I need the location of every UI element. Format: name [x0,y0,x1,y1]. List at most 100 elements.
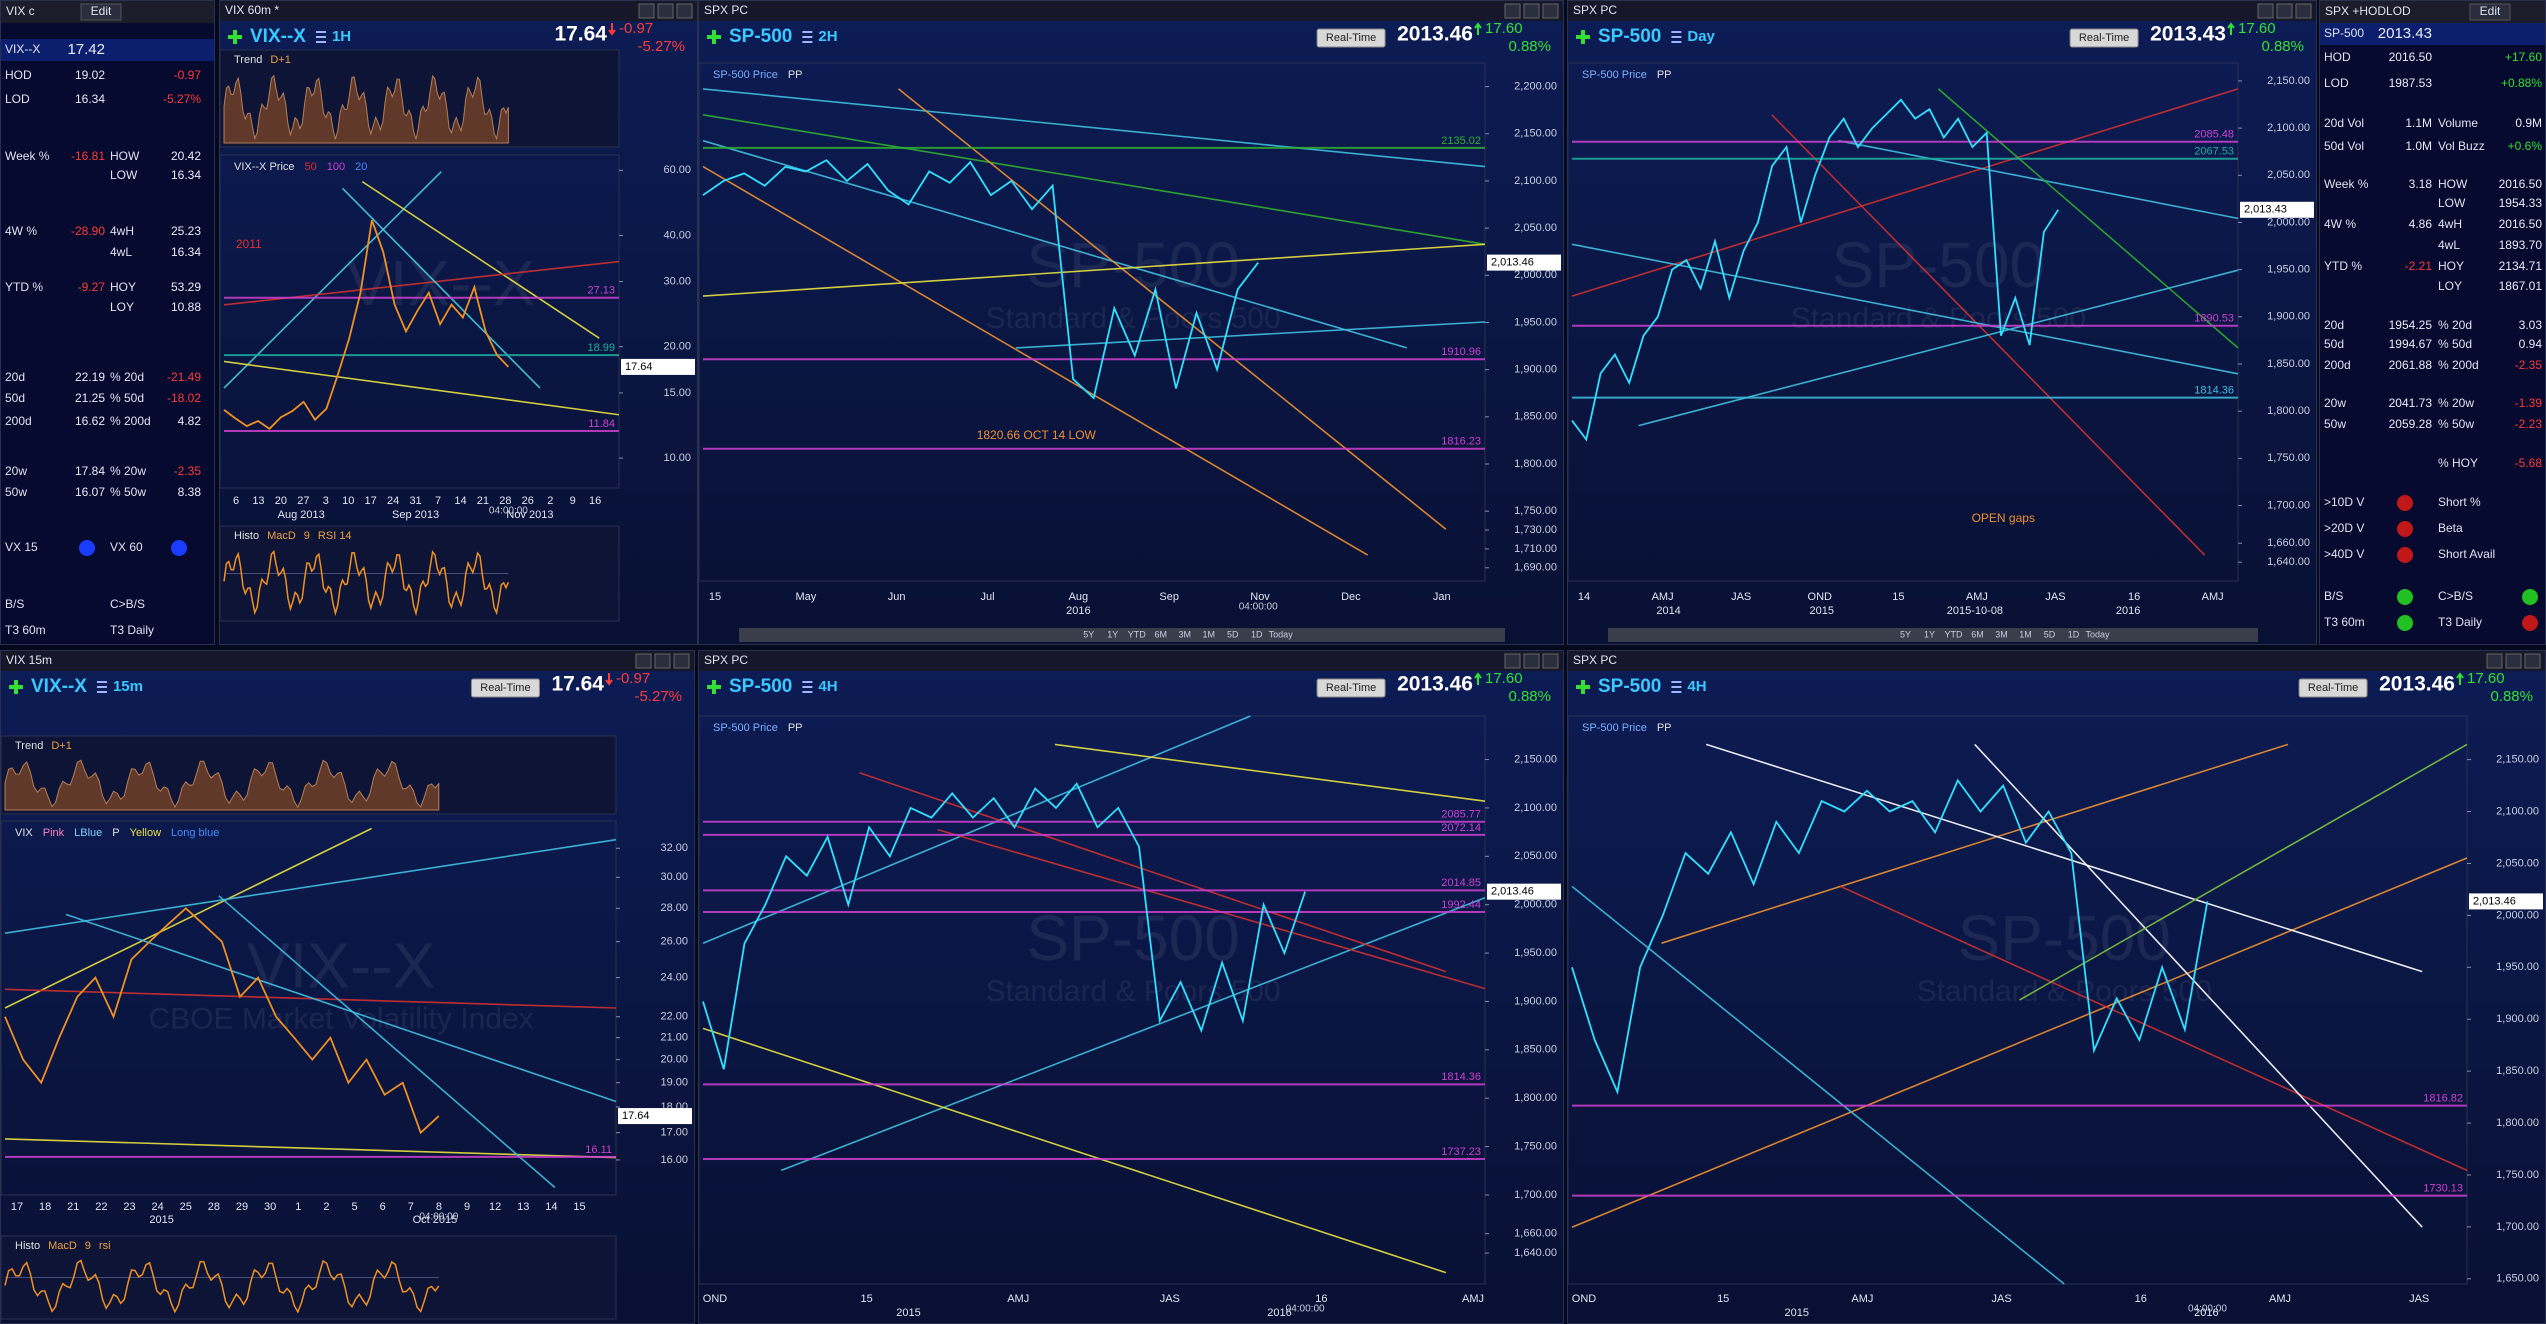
window-button[interactable] [2524,653,2541,669]
realtime-label[interactable]: Real-Time [2308,682,2358,694]
edit-button[interactable] [2469,3,2511,21]
range-button[interactable]: 1Y [1107,629,1118,639]
x-tick-label: 17 [11,1201,23,1213]
symbol[interactable]: SP-500 [729,26,792,47]
range-button[interactable]: YTD [1945,629,1964,639]
row-value: 20.42 [171,149,201,163]
range-button[interactable]: 1Y [1924,629,1935,639]
realtime-label[interactable]: Real-Time [1326,32,1376,44]
window-button[interactable] [657,3,674,19]
range-button[interactable]: 1M [2019,629,2032,639]
window-button[interactable] [2486,653,2503,669]
trend-line [702,1027,1447,1274]
window-button[interactable] [1542,653,1559,669]
range-button[interactable]: 5D [1227,629,1239,639]
symbol[interactable]: VIX--X [250,26,306,47]
window-button[interactable] [1542,3,1559,19]
symbol[interactable]: VIX--X [31,676,87,697]
range-button[interactable]: 1D [2068,629,2080,639]
edit-button[interactable] [80,3,122,21]
price-line [702,782,1306,1070]
window-button[interactable] [1523,653,1540,669]
y-tick-label: 1,750.00 [1514,505,1557,517]
realtime-label[interactable]: Real-Time [480,682,530,694]
range-button[interactable]: 6M [1154,629,1167,639]
range-button[interactable]: Today [1269,629,1294,639]
chart-panel-canvas: SPX PC SP-500 2H 2013.46 17.600.88% Real-Time… [699,1,1563,642]
window-button[interactable] [635,653,652,669]
window-title: SPX PC [704,3,748,17]
row-label: 50w [2324,417,2346,431]
realtime-button[interactable] [1316,678,1386,698]
window-button[interactable] [2295,3,2312,19]
edit-label[interactable]: Edit [2480,4,2501,18]
range-button[interactable]: 5Y [1083,629,1094,639]
row-label: B/S [5,597,24,611]
range-button[interactable]: 5D [2044,629,2056,639]
watermark: Standard & Poors 500 [1791,302,2086,335]
range-button[interactable]: 6M [1971,629,1984,639]
realtime-button[interactable] [1316,28,1386,48]
realtime-button[interactable] [2298,678,2368,698]
interval[interactable]: Day [1687,28,1715,45]
trend-line [702,88,1486,168]
legend-entry: PP [1657,69,1672,81]
trend-line [1054,743,1486,802]
symbol[interactable]: SP-500 [1598,26,1661,47]
legend-entry: P [112,827,119,839]
price-line [702,159,1259,400]
row-label: 20d Vol [2324,116,2364,130]
interval[interactable]: 2H [818,28,837,45]
x-tick-label: 24 [387,495,399,507]
x-tick-label: Sep [1159,591,1179,603]
x-tick-label: AMJ [1851,1293,1873,1305]
x-tick-label: Aug [1069,591,1089,603]
add-icon [707,30,721,44]
interval[interactable]: 1H [332,28,351,45]
row-label: 20d [5,370,25,384]
range-button[interactable]: 5Y [1900,629,1911,639]
row-label: % 50d [110,391,144,405]
window-button[interactable] [1504,3,1521,19]
realtime-button[interactable] [470,678,540,698]
trend-area [4,759,440,811]
interval[interactable]: 4H [1687,678,1706,695]
row-value: 0.94 [2519,337,2543,351]
trend-line [218,895,556,1189]
interval[interactable]: 15m [113,678,143,695]
row-label: % 200d [2438,358,2479,372]
range-button[interactable]: Today [2085,629,2110,639]
legend-entry: PP [788,722,803,734]
realtime-label[interactable]: Real-Time [1326,682,1376,694]
range-button[interactable]: 3M [1995,629,2008,639]
legend-entry: SP-500 Price [1582,69,1647,81]
window-button[interactable] [2276,3,2293,19]
row-label: HOW [2438,177,2468,191]
realtime-label[interactable]: Real-Time [2079,32,2129,44]
window-button[interactable] [1504,653,1521,669]
range-button[interactable]: YTD [1128,629,1147,639]
window-button[interactable] [2257,3,2274,19]
window-button[interactable] [654,653,671,669]
level-label: 1814.36 [1441,1071,1481,1083]
interval[interactable]: 4H [818,678,837,695]
window-button[interactable] [2505,653,2522,669]
date-label: 2014 [1656,605,1680,617]
range-button[interactable]: 1M [1202,629,1215,639]
symbol[interactable]: SP-500 [1598,676,1661,697]
edit-label[interactable]: Edit [91,4,112,18]
window-button[interactable] [1523,3,1540,19]
range-button[interactable]: 1D [1251,629,1263,639]
trend-line [1840,885,2468,1172]
row-label: VX 15 [5,540,38,554]
realtime-button[interactable] [2069,28,2139,48]
range-button[interactable]: 3M [1178,629,1191,639]
window-button[interactable] [638,3,655,19]
window-button[interactable] [676,3,693,19]
row-value: -2.23 [2515,417,2543,431]
window-button[interactable] [673,653,690,669]
x-tick-label: 3 [323,495,329,507]
symbol[interactable]: SP-500 [729,676,792,697]
last-price: 2013.46 [1397,673,1473,696]
